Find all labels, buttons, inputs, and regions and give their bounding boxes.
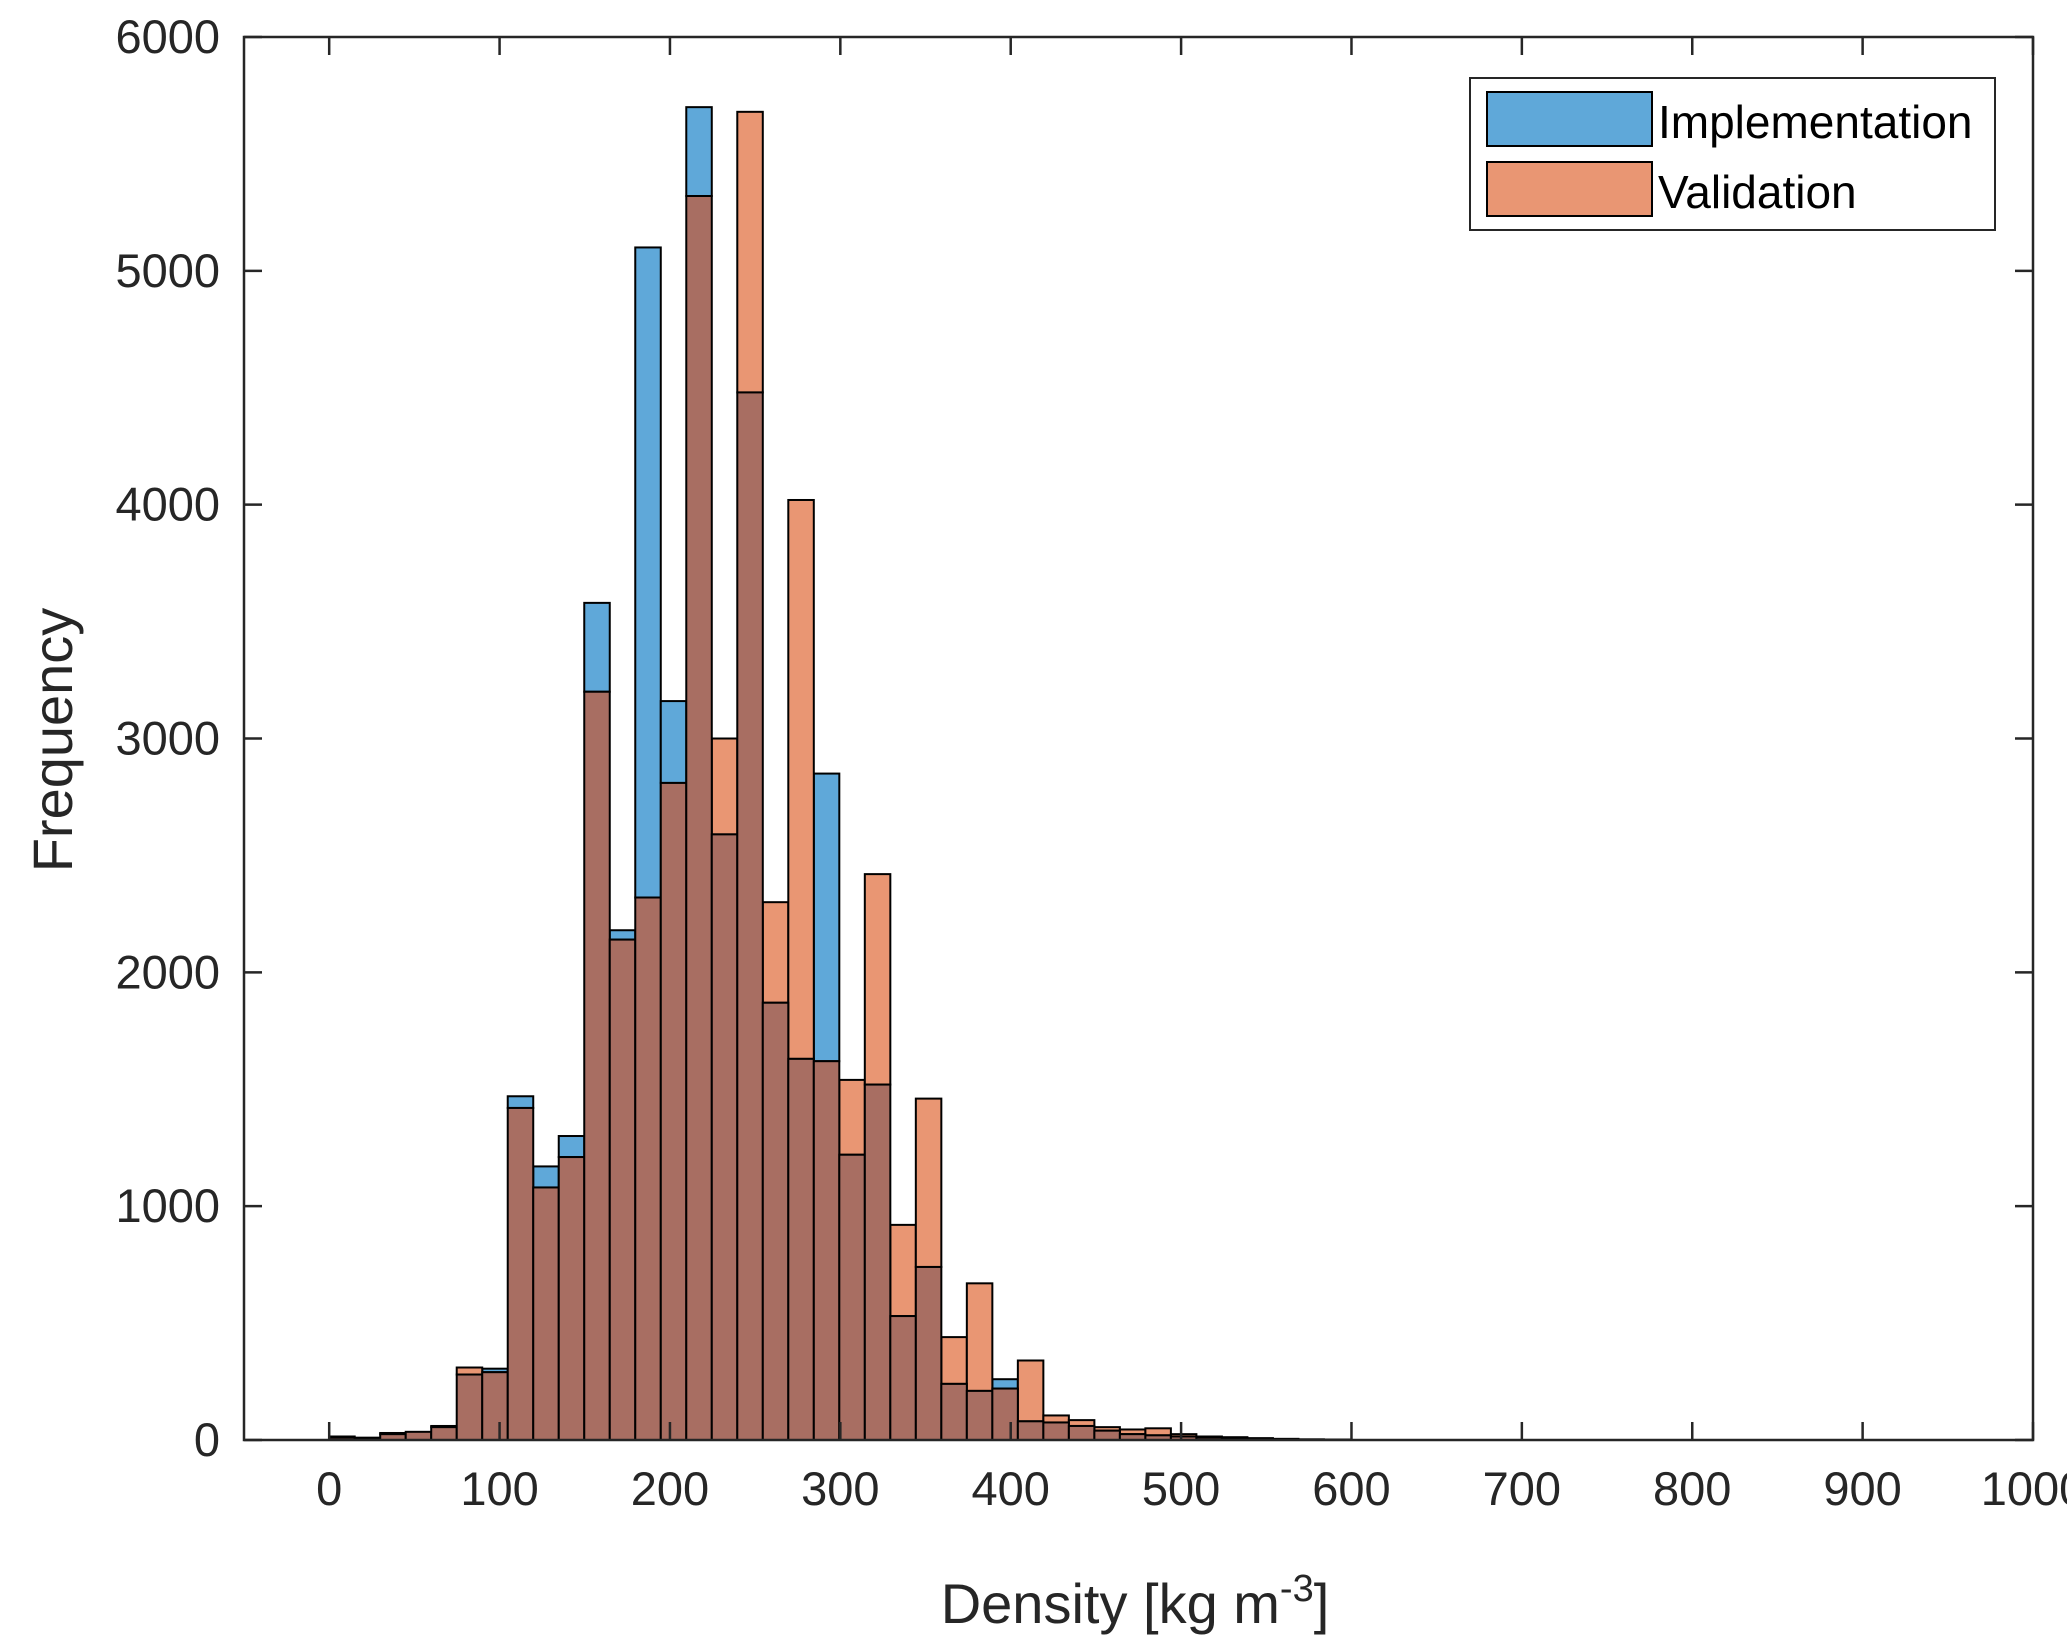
y-tick-label: 6000	[115, 10, 220, 63]
overlap-bar	[557, 1156, 586, 1441]
y-axis-title: Frequency	[21, 608, 84, 873]
x-tick-label: 600	[1312, 1462, 1390, 1515]
implementation-bar	[532, 1165, 560, 1189]
validation-bar	[838, 1078, 866, 1156]
implementation-bar	[659, 700, 688, 784]
y-tick-label: 4000	[115, 478, 220, 531]
overlap-bar	[430, 1426, 458, 1441]
validation-bar	[914, 1097, 943, 1268]
overlap-bar	[685, 195, 713, 1441]
overlap-bar	[965, 1389, 994, 1442]
overlap-bar	[838, 1153, 866, 1442]
x-tick-label: 400	[972, 1462, 1050, 1515]
implementation-bar	[608, 929, 637, 941]
validation-bar	[1016, 1359, 1045, 1423]
overlap-bar	[583, 690, 611, 1441]
y-tick-label: 0	[194, 1413, 220, 1466]
x-tick-label: 300	[801, 1462, 879, 1515]
overlap-bar	[736, 391, 764, 1442]
x-tick-label: 700	[1483, 1462, 1561, 1515]
overlap-bar	[889, 1315, 917, 1442]
overlap-bar	[1016, 1420, 1045, 1442]
overlap-bar	[1042, 1421, 1070, 1442]
overlap-bar	[481, 1371, 509, 1442]
overlap-bar	[634, 896, 662, 1441]
overlap-bar	[863, 1083, 892, 1442]
overlap-bar	[710, 833, 739, 1441]
implementation-bar	[583, 601, 611, 693]
implementation-bars	[430, 106, 1019, 1429]
overlap-bar	[532, 1186, 560, 1441]
overlap-bar	[991, 1387, 1019, 1441]
axes-box	[242, 35, 2035, 1442]
legend-swatch-implementation	[1486, 91, 1653, 147]
x-tick-label: 1000	[1981, 1462, 2067, 1515]
legend-swatch-validation	[1486, 161, 1653, 217]
overlap-bar	[455, 1373, 484, 1441]
x-tick-label: 200	[631, 1462, 709, 1515]
x-axis-title-main: Density [kg m	[941, 1572, 1280, 1635]
implementation-bar	[557, 1135, 586, 1159]
implementation-bar	[506, 1095, 535, 1109]
x-tick-label: 900	[1823, 1462, 1901, 1515]
overlap-bar	[940, 1382, 968, 1442]
legend-label-validation: Validation	[1658, 166, 1857, 218]
validation-bar	[1042, 1414, 1070, 1424]
overlap-bar	[914, 1265, 943, 1442]
validation-bar	[455, 1366, 484, 1376]
legend-label-implementation: Implementation	[1658, 96, 1973, 148]
overlap-bar	[608, 938, 637, 1441]
overlap-bar	[506, 1106, 535, 1441]
y-tick-label: 5000	[115, 244, 220, 297]
overlap-bars	[328, 195, 1351, 1442]
validation-bar	[710, 737, 739, 836]
x-tick-label: 800	[1653, 1462, 1731, 1515]
validation-bar	[1144, 1427, 1172, 1437]
validation-bar	[761, 901, 790, 1004]
overlap-bar	[812, 1060, 841, 1441]
validation-bar	[940, 1336, 968, 1385]
validation-bar	[736, 110, 764, 394]
x-tick-label: 100	[460, 1462, 538, 1515]
overlap-bar	[1067, 1424, 1096, 1441]
validation-bar	[863, 873, 892, 1086]
validation-bar	[965, 1282, 994, 1392]
implementation-bar	[685, 106, 713, 198]
validation-bars	[328, 110, 1351, 1441]
x-tick-label: 0	[316, 1462, 342, 1515]
overlap-bar	[761, 1001, 790, 1442]
x-axis-title-superscript: -3	[1280, 1568, 1314, 1610]
x-axis-title: Density [kg m-3]	[941, 1568, 1330, 1635]
tick-labels: 0 100 200 300 400 500 600 700 800 900 1000 0 1000 200…	[115, 10, 2067, 1515]
y-tick-label: 3000	[115, 712, 220, 765]
y-tick-label: 2000	[115, 945, 220, 998]
overlap-bar	[659, 781, 688, 1441]
implementation-bar	[991, 1378, 1019, 1390]
validation-bar	[889, 1223, 917, 1318]
x-tick-label: 500	[1142, 1462, 1220, 1515]
legend: Implementation Validation	[1469, 77, 1996, 231]
x-axis-title-end: ]	[1314, 1572, 1330, 1635]
validation-bar	[787, 498, 815, 1060]
overlap-bar	[1093, 1429, 1121, 1441]
overlap-bar	[787, 1057, 815, 1442]
y-tick-label: 1000	[115, 1179, 220, 1232]
implementation-bar	[634, 246, 662, 899]
implementation-bar	[812, 772, 841, 1063]
